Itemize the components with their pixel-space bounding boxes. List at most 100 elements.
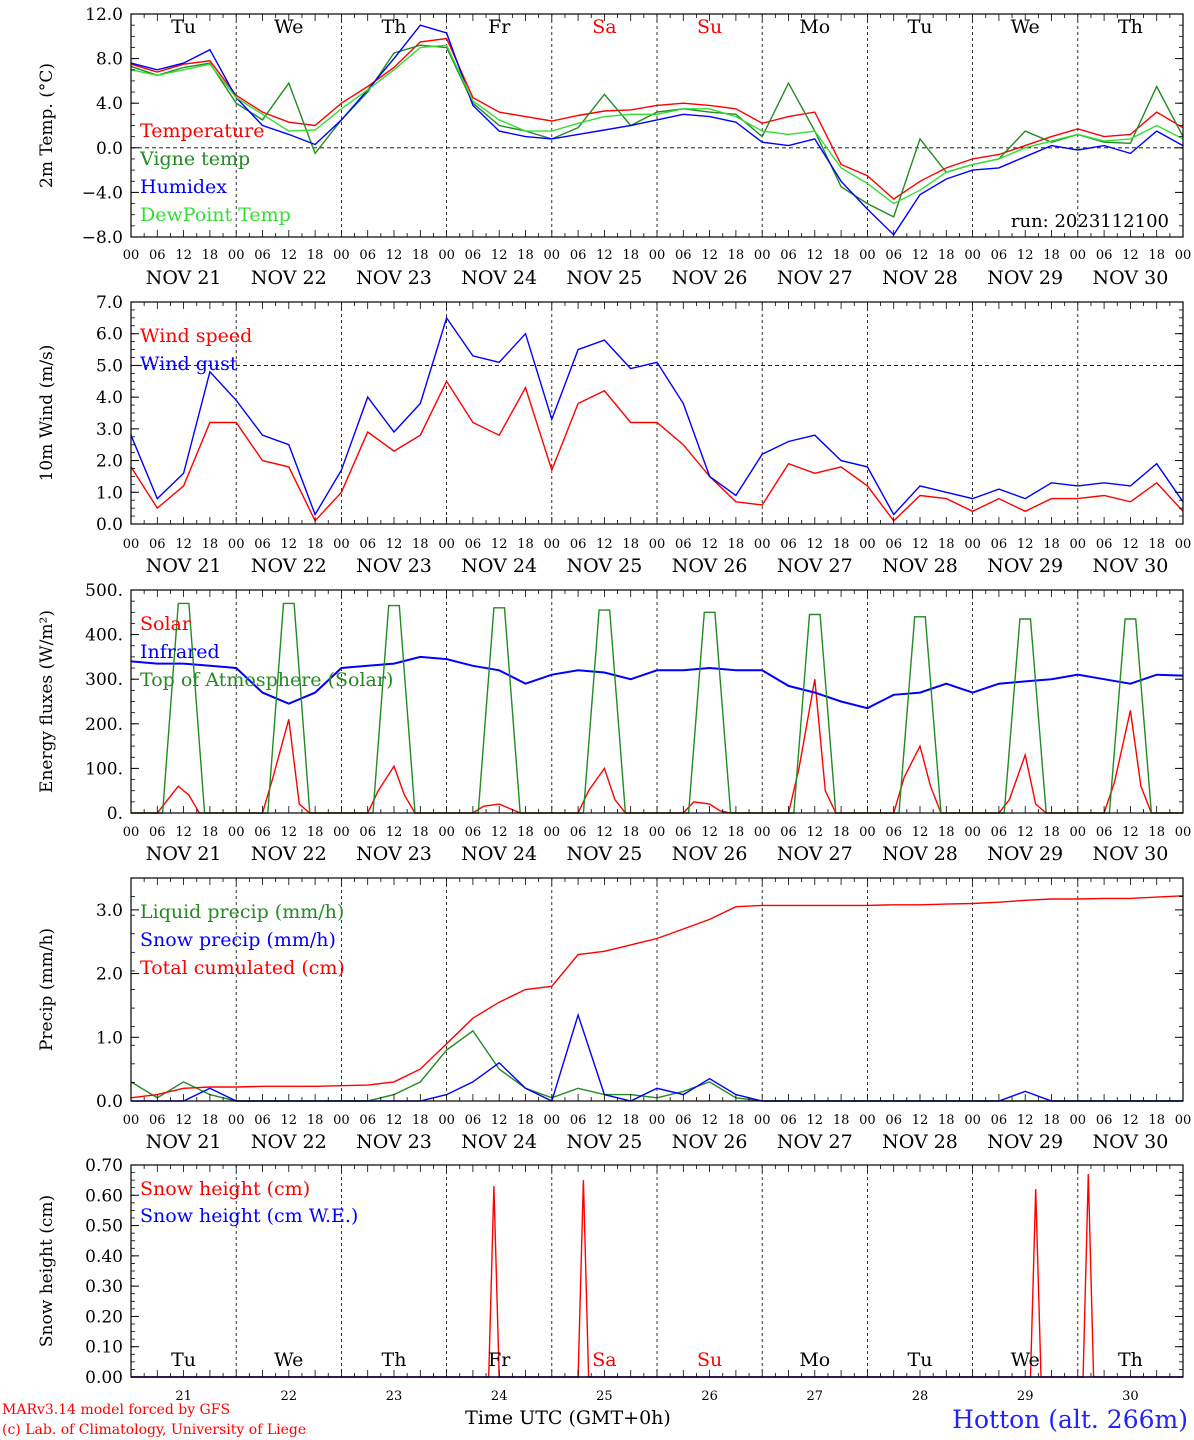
hour-tick-label: 06 <box>359 537 376 552</box>
hour-tick-label: 18 <box>412 1113 429 1128</box>
hour-tick-label: 12 <box>491 1113 508 1128</box>
hour-tick-label: 12 <box>701 537 718 552</box>
hour-tick-label: 00 <box>859 248 876 263</box>
weekday-label: We <box>1011 1349 1040 1371</box>
y-tick-label: 0.0 <box>96 139 123 159</box>
hour-tick-label: 00 <box>123 537 140 552</box>
series-line-humidex <box>130 24 1184 236</box>
hour-tick-label: 00 <box>964 248 981 263</box>
hour-tick-label: 06 <box>991 1113 1008 1128</box>
hour-tick-label: 06 <box>885 1113 902 1128</box>
hour-tick-label: 18 <box>622 1113 639 1128</box>
hour-tick-label: 00 <box>228 537 245 552</box>
hour-tick-label: 18 <box>938 825 955 840</box>
hour-tick-label: 06 <box>465 825 482 840</box>
date-label: NOV 29 <box>987 843 1063 865</box>
hour-tick-label: 00 <box>438 825 455 840</box>
hour-tick-label: 00 <box>438 1113 455 1128</box>
date-label: NOV 25 <box>566 1131 642 1153</box>
date-label: NOV 26 <box>672 555 748 577</box>
footer-credit-model: MARv3.14 model forced by GFS <box>2 1402 230 1418</box>
hour-tick-label: 18 <box>1148 1113 1165 1128</box>
hour-tick-label: 00 <box>438 248 455 263</box>
footer-x-axis-title: Time UTC (GMT+0h) <box>465 1407 671 1429</box>
date-label: NOV 27 <box>777 843 853 865</box>
hour-tick-label: 06 <box>570 248 587 263</box>
hour-tick-label: 18 <box>202 825 219 840</box>
y-tick-label: 0.70 <box>85 1156 123 1176</box>
legend-entry: DewPoint Temp <box>140 204 291 226</box>
date-label: NOV 28 <box>882 555 958 577</box>
hour-tick-label: 12 <box>912 1113 929 1128</box>
y-tick-label: 300. <box>85 670 123 690</box>
hour-tick-label: 12 <box>1017 825 1034 840</box>
hour-tick-label: 18 <box>833 248 850 263</box>
hour-tick-label: 18 <box>517 825 534 840</box>
hour-tick-label: 06 <box>675 825 692 840</box>
y-tick-label: −4.0 <box>82 183 123 203</box>
date-label: NOV 27 <box>777 1131 853 1153</box>
hour-tick-label: 12 <box>1017 248 1034 263</box>
hour-tick-label: 12 <box>281 825 298 840</box>
day-number-label: 27 <box>807 1389 824 1404</box>
hour-tick-label: 18 <box>728 537 745 552</box>
hour-tick-label: 06 <box>254 248 271 263</box>
hour-tick-label: 00 <box>964 825 981 840</box>
hour-tick-label: 00 <box>1175 248 1192 263</box>
hour-tick-label: 12 <box>1017 1113 1034 1128</box>
date-label: NOV 23 <box>356 267 432 289</box>
hour-tick-label: 00 <box>544 1113 561 1128</box>
hour-tick-label: 00 <box>333 537 350 552</box>
hour-tick-label: 00 <box>859 1113 876 1128</box>
hour-tick-label: 18 <box>307 825 324 840</box>
y-axis-label: 2m Temp. (°C) <box>37 63 57 188</box>
legend-entry: Liquid precip (mm/h) <box>140 901 344 923</box>
hour-tick-label: 12 <box>386 1113 403 1128</box>
weekday-label: Th <box>382 16 407 38</box>
hour-tick-label: 00 <box>438 537 455 552</box>
y-tick-label: 4.0 <box>96 388 123 408</box>
hour-tick-label: 06 <box>991 825 1008 840</box>
hour-tick-label: 18 <box>202 1113 219 1128</box>
date-label: NOV 21 <box>146 1131 222 1153</box>
hour-tick-label: 12 <box>912 825 929 840</box>
hour-tick-label: 12 <box>596 825 613 840</box>
y-tick-label: 0.0 <box>96 515 123 535</box>
hour-tick-label: 12 <box>386 825 403 840</box>
hour-tick-label: 18 <box>938 537 955 552</box>
hour-tick-label: 00 <box>544 537 561 552</box>
date-label: NOV 26 <box>672 1131 748 1153</box>
hour-tick-label: 06 <box>675 248 692 263</box>
y-axis-label: Snow height (cm) <box>37 1195 57 1347</box>
date-label: NOV 23 <box>356 555 432 577</box>
y-tick-label: 400. <box>85 626 123 646</box>
hour-tick-label: 18 <box>833 537 850 552</box>
date-label: NOV 22 <box>251 555 327 577</box>
hour-tick-label: 18 <box>1148 248 1165 263</box>
hour-tick-label: 06 <box>149 1113 166 1128</box>
weekday-label: Sa <box>592 1349 616 1371</box>
y-tick-label: 3.0 <box>96 901 123 921</box>
hour-tick-label: 18 <box>1043 248 1060 263</box>
panel-frame <box>130 589 1184 814</box>
footer-credit-lab: (c) Lab. of Climatology, University of L… <box>2 1422 306 1438</box>
y-tick-label: 2.0 <box>96 965 123 985</box>
date-label: NOV 25 <box>566 555 642 577</box>
hour-tick-label: 06 <box>465 248 482 263</box>
date-label: NOV 25 <box>566 267 642 289</box>
hour-tick-label: 12 <box>807 537 824 552</box>
legend-entry: Solar <box>140 613 192 635</box>
date-label: NOV 24 <box>461 843 537 865</box>
y-tick-label: 0.50 <box>85 1217 123 1237</box>
hour-tick-label: 06 <box>885 248 902 263</box>
date-label: NOV 28 <box>882 843 958 865</box>
hour-tick-label: 00 <box>754 825 771 840</box>
y-tick-label: 5.0 <box>96 356 123 376</box>
date-label: NOV 21 <box>146 843 222 865</box>
series-line-total-cumulated-cm <box>130 895 1184 1099</box>
hour-tick-label: 06 <box>780 825 797 840</box>
hour-tick-label: 00 <box>964 1113 981 1128</box>
weekday-label: Su <box>697 1349 722 1371</box>
